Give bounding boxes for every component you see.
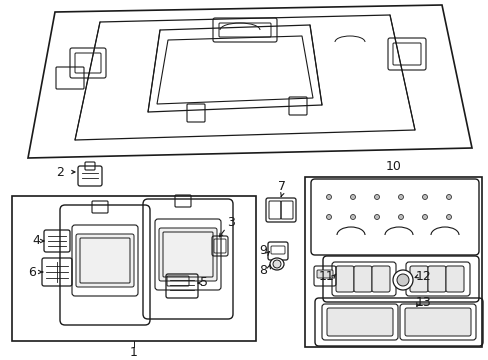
Text: 2: 2 — [56, 166, 64, 179]
Text: 12: 12 — [415, 270, 431, 283]
FancyBboxPatch shape — [409, 266, 427, 292]
FancyBboxPatch shape — [353, 266, 371, 292]
Text: 4: 4 — [32, 234, 40, 248]
FancyBboxPatch shape — [427, 266, 445, 292]
Circle shape — [398, 194, 403, 199]
Circle shape — [422, 194, 427, 199]
FancyBboxPatch shape — [316, 270, 332, 278]
Ellipse shape — [269, 258, 284, 270]
Text: 11: 11 — [319, 270, 334, 283]
Text: 10: 10 — [385, 161, 401, 174]
Text: 7: 7 — [278, 180, 285, 193]
Text: 5: 5 — [200, 276, 207, 289]
Circle shape — [350, 215, 355, 220]
Bar — [12, 196, 256, 341]
Circle shape — [350, 194, 355, 199]
Circle shape — [396, 274, 408, 286]
FancyBboxPatch shape — [326, 308, 392, 336]
FancyBboxPatch shape — [445, 266, 463, 292]
Circle shape — [446, 215, 450, 220]
Circle shape — [374, 215, 379, 220]
Text: 6: 6 — [28, 266, 36, 279]
Ellipse shape — [272, 260, 281, 268]
Text: 13: 13 — [415, 296, 431, 309]
Bar — [305, 177, 481, 347]
Text: 1: 1 — [130, 346, 138, 360]
Circle shape — [446, 194, 450, 199]
Circle shape — [398, 215, 403, 220]
Circle shape — [326, 194, 331, 199]
Circle shape — [392, 270, 412, 290]
Circle shape — [422, 215, 427, 220]
Circle shape — [326, 215, 331, 220]
Text: 3: 3 — [226, 216, 234, 229]
FancyBboxPatch shape — [335, 266, 353, 292]
Circle shape — [374, 194, 379, 199]
FancyBboxPatch shape — [371, 266, 389, 292]
FancyBboxPatch shape — [76, 234, 134, 287]
FancyBboxPatch shape — [404, 308, 470, 336]
Text: 8: 8 — [259, 264, 266, 276]
Text: 9: 9 — [259, 243, 266, 256]
FancyBboxPatch shape — [159, 228, 217, 281]
